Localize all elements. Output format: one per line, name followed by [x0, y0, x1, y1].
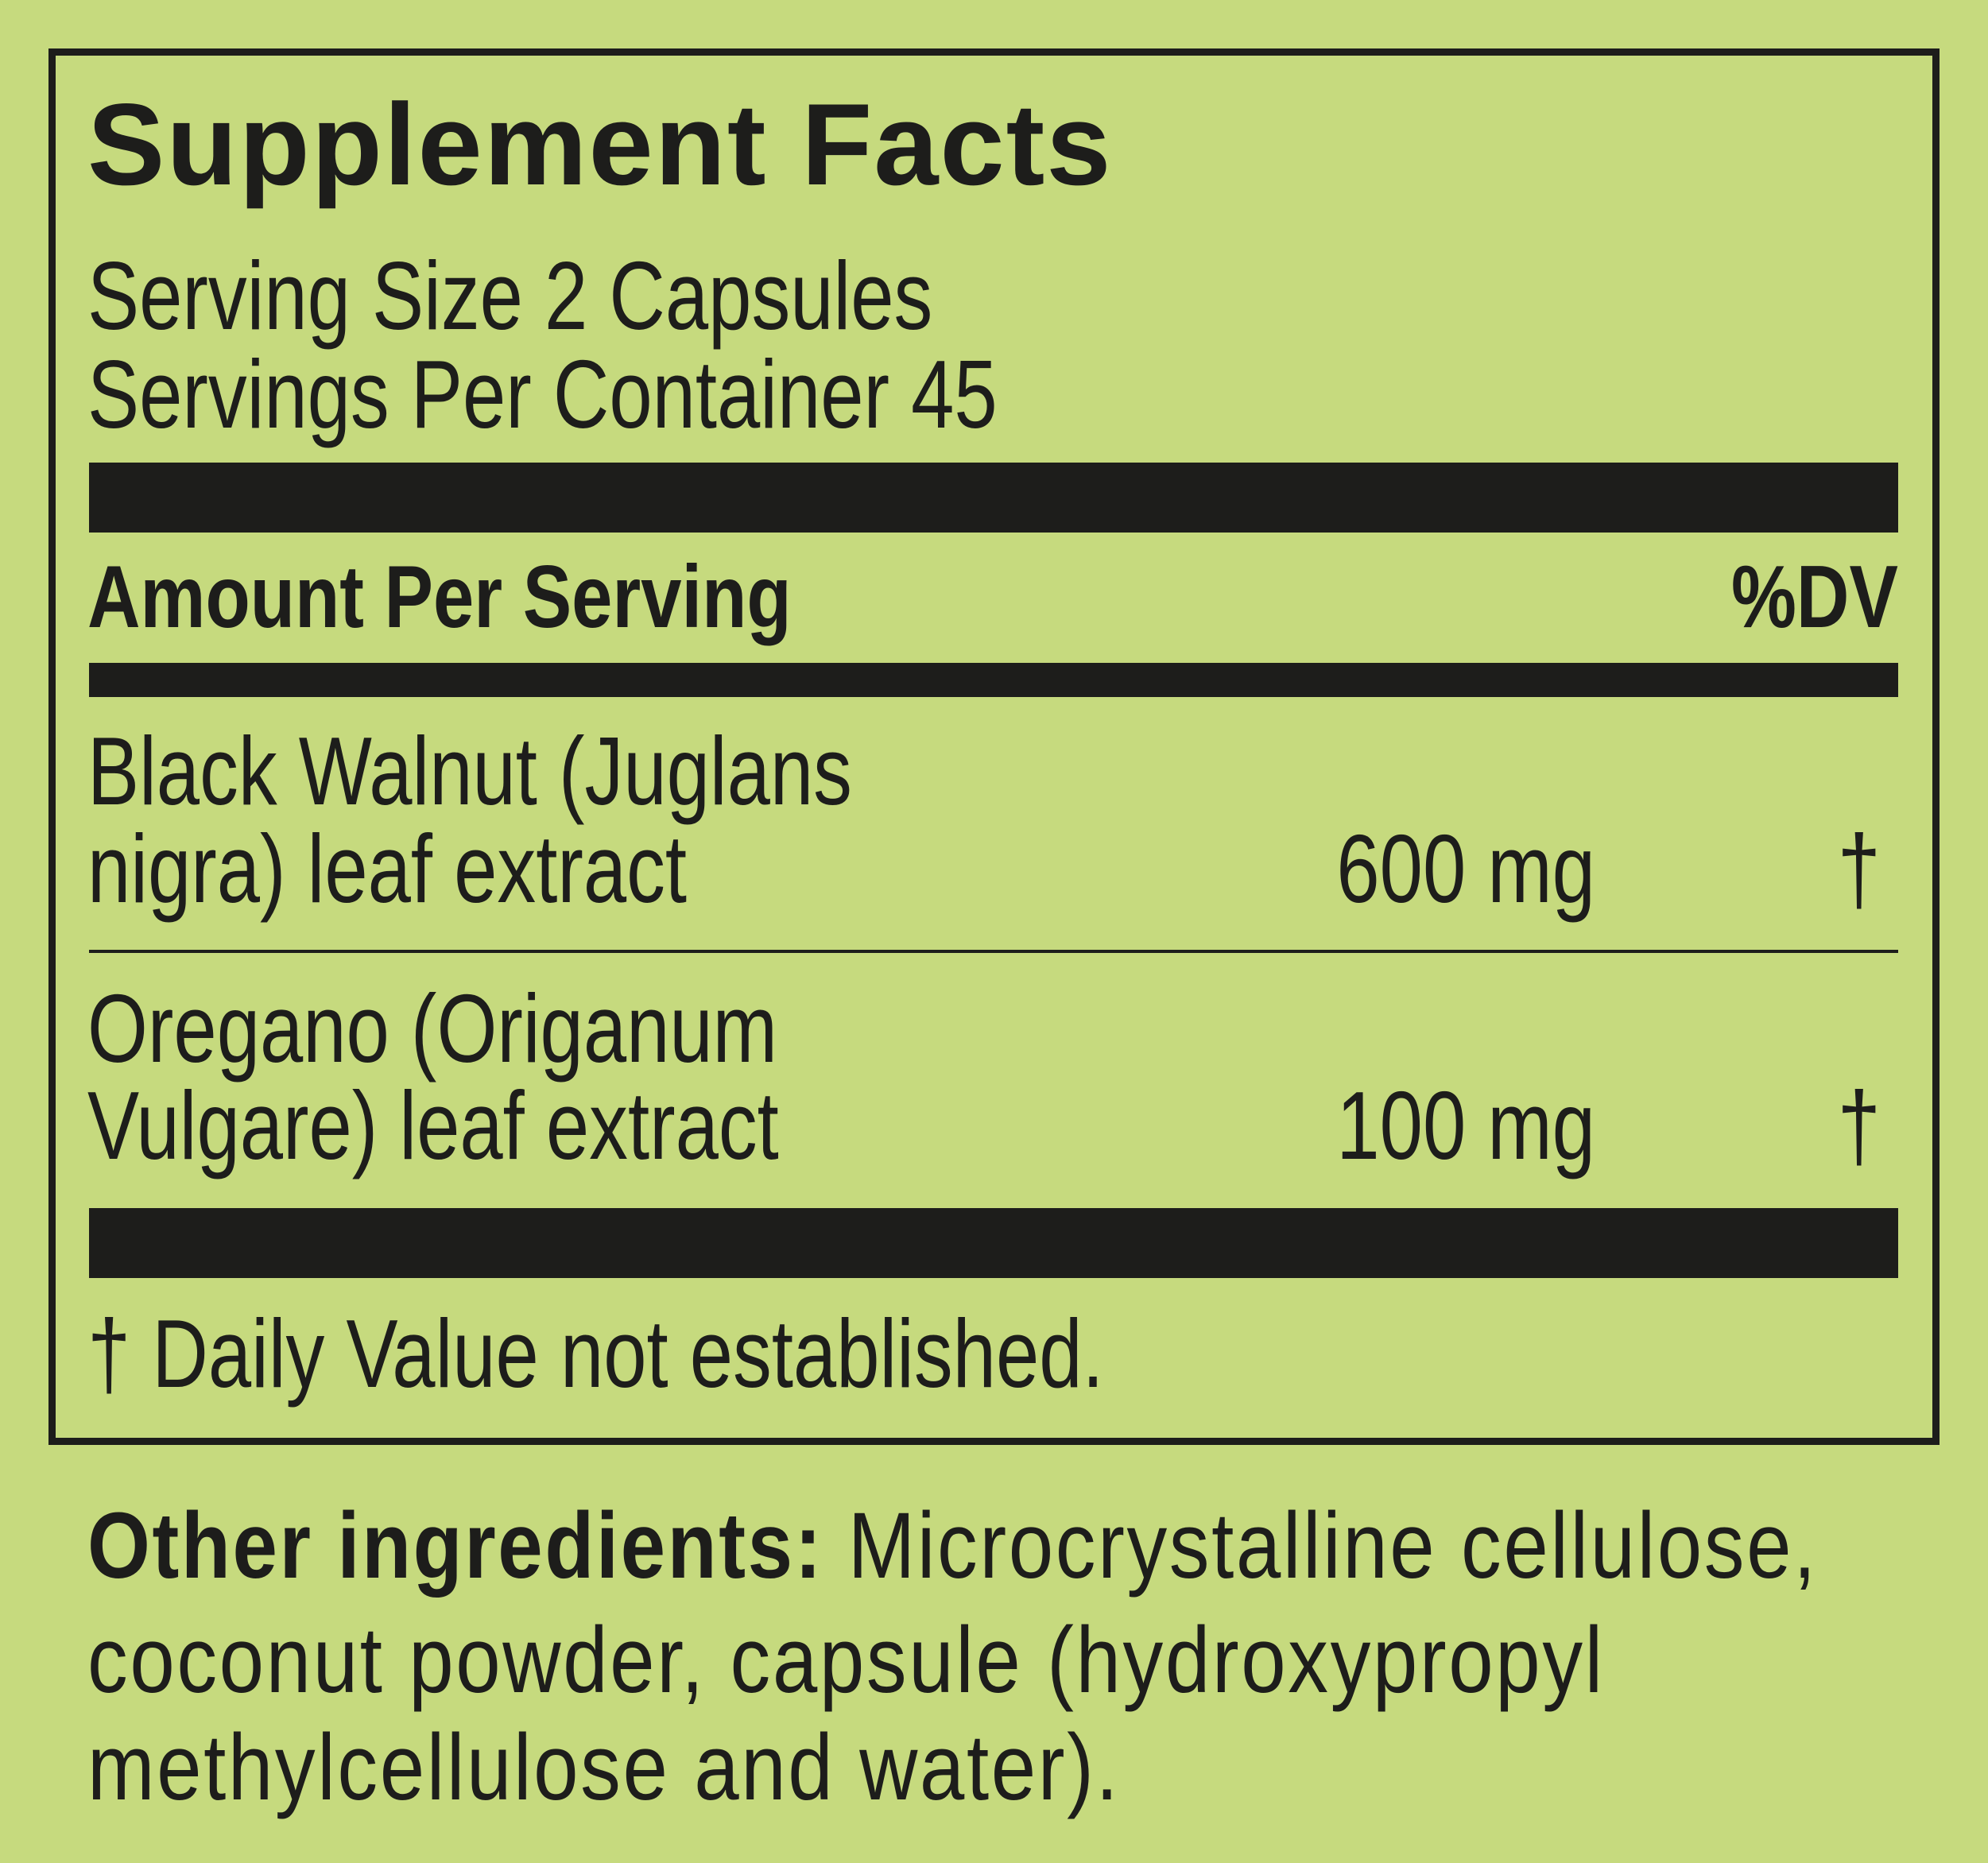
servings-per-container: Servings Per Container 45: [87, 340, 998, 448]
other-ingredients-label: Other ingredients:: [87, 1493, 824, 1598]
ingredient-dv: †: [1837, 815, 1881, 923]
medium-divider: [89, 663, 1898, 697]
dv-header: %DV: [1731, 548, 1898, 646]
other-ingredients-text: Microcrystalline cellulose,: [823, 1493, 1818, 1598]
thin-divider: [89, 950, 1898, 953]
serving-size: Serving Size 2 Capsules: [87, 242, 933, 350]
ingredient-name: Oregano (Origanum: [87, 974, 777, 1083]
thick-divider: [89, 463, 1898, 533]
amount-per-serving-header: Amount Per Serving: [87, 548, 792, 646]
thick-divider: [89, 1208, 1898, 1278]
panel-title: Supplement Facts: [87, 79, 1113, 209]
ingredient-dv: †: [1837, 1071, 1881, 1179]
ingredient-name: nigra) leaf extract: [87, 815, 688, 923]
footnote: † Daily Value not established.: [87, 1299, 1104, 1408]
other-ingredients-line: methylcellulose and water).: [87, 1715, 1121, 1820]
ingredient-amount: 100 mg: [1336, 1071, 1595, 1179]
ingredient-amount: 600 mg: [1336, 815, 1595, 923]
ingredient-name: Vulgare) leaf extract: [87, 1071, 779, 1179]
supplement-facts-panel: [48, 48, 1940, 1445]
other-ingredients-line: coconut powder, capsule (hydroxypropyl: [87, 1608, 1605, 1713]
other-ingredients-line: Other ingredients: Microcrystalline cell…: [87, 1499, 1818, 1593]
ingredient-name: Black Walnut (Juglans: [87, 717, 852, 825]
